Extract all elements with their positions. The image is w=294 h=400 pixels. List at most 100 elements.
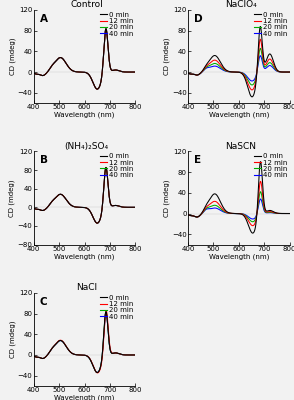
20 min (133, 352, 137, 357)
12 min (133, 205, 137, 210)
20 min (100, 209, 103, 214)
40 min (133, 70, 137, 74)
12 min (92, 216, 95, 221)
12 min (186, 71, 190, 76)
0 min (133, 70, 137, 74)
Line: 0 min: 0 min (34, 168, 135, 223)
12 min (92, 82, 95, 86)
40 min (92, 365, 95, 370)
40 min (254, 214, 258, 218)
0 min (263, 60, 267, 64)
40 min (78, 205, 81, 210)
12 min (232, 70, 236, 74)
12 min (109, 66, 112, 71)
40 min (32, 71, 36, 76)
Text: E: E (194, 155, 201, 165)
20 min (259, 189, 262, 194)
20 min (50, 346, 54, 351)
0 min (92, 216, 95, 221)
0 min (104, 309, 108, 314)
12 min (213, 199, 216, 204)
Legend: 0 min, 12 min, 20 min, 40 min: 0 min, 12 min, 20 min, 40 min (254, 11, 288, 38)
12 min (58, 192, 62, 197)
40 min (246, 214, 250, 219)
0 min (246, 222, 250, 226)
40 min (204, 66, 208, 71)
Y-axis label: CD (mdeg): CD (mdeg) (9, 321, 16, 358)
12 min (58, 338, 62, 343)
X-axis label: Wavelength (nm): Wavelength (nm) (54, 253, 115, 260)
12 min (78, 352, 81, 357)
0 min (32, 71, 36, 76)
40 min (50, 199, 54, 204)
20 min (32, 354, 36, 358)
Line: 12 min: 12 min (188, 181, 290, 226)
0 min (92, 82, 95, 86)
0 min (263, 205, 267, 210)
0 min (109, 349, 112, 354)
12 min (204, 64, 208, 69)
0 min (213, 192, 216, 196)
40 min (50, 63, 54, 68)
20 min (78, 352, 81, 357)
12 min (100, 74, 103, 78)
12 min (32, 71, 36, 76)
40 min (104, 310, 108, 314)
12 min (58, 55, 62, 60)
40 min (92, 216, 95, 221)
12 min (104, 308, 108, 313)
20 min (213, 61, 216, 66)
Line: 0 min: 0 min (34, 29, 135, 89)
40 min (96, 87, 99, 92)
Line: 20 min: 20 min (34, 29, 135, 89)
40 min (232, 211, 236, 216)
20 min (104, 26, 108, 31)
40 min (58, 192, 62, 197)
40 min (186, 71, 190, 76)
40 min (109, 202, 112, 206)
Legend: 0 min, 12 min, 20 min, 40 min: 0 min, 12 min, 20 min, 40 min (99, 152, 134, 179)
Line: 20 min: 20 min (188, 48, 290, 85)
40 min (259, 196, 262, 201)
0 min (259, 159, 262, 164)
40 min (204, 207, 208, 212)
Y-axis label: CD (mdeg): CD (mdeg) (9, 38, 16, 75)
Y-axis label: CD (mdeg): CD (mdeg) (9, 179, 16, 217)
Legend: 0 min, 12 min, 20 min, 40 min: 0 min, 12 min, 20 min, 40 min (99, 11, 134, 38)
Line: 40 min: 40 min (34, 29, 135, 89)
20 min (186, 71, 190, 76)
12 min (32, 206, 36, 211)
20 min (58, 192, 62, 197)
0 min (96, 221, 99, 226)
0 min (58, 55, 62, 60)
40 min (213, 206, 216, 210)
20 min (32, 206, 36, 211)
12 min (204, 205, 208, 210)
20 min (78, 70, 81, 74)
20 min (250, 82, 254, 87)
12 min (109, 202, 112, 206)
12 min (50, 346, 54, 351)
20 min (50, 63, 54, 68)
0 min (250, 94, 254, 99)
12 min (258, 37, 262, 42)
40 min (50, 346, 54, 351)
40 min (133, 352, 137, 357)
12 min (133, 352, 137, 357)
20 min (78, 205, 81, 210)
40 min (96, 370, 99, 375)
Y-axis label: CD (mdeg): CD (mdeg) (163, 38, 170, 75)
20 min (58, 55, 62, 60)
0 min (50, 63, 54, 68)
40 min (254, 73, 258, 78)
12 min (254, 77, 258, 82)
12 min (50, 63, 54, 68)
40 min (104, 26, 108, 31)
12 min (100, 359, 103, 364)
Y-axis label: CD (mdeg): CD (mdeg) (163, 179, 170, 217)
0 min (251, 231, 254, 236)
X-axis label: Wavelength (nm): Wavelength (nm) (209, 253, 269, 260)
0 min (58, 192, 62, 197)
0 min (78, 205, 81, 210)
40 min (100, 74, 103, 78)
